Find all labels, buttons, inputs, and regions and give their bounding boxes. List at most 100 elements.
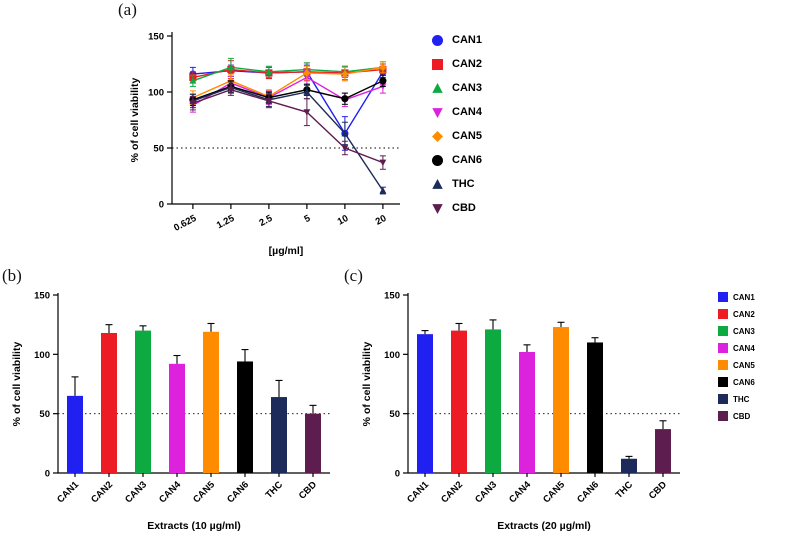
svg-text:CBD: CBD — [647, 479, 669, 501]
bar-CAN5 — [553, 327, 569, 473]
series-line-CAN1 — [192, 70, 384, 135]
line-chart-svg: 0 50 100 150 0.625 1.25 2.5 5 10 20 [µg/ml] % of ce… — [129, 32, 400, 257]
panel-c-label: (c) — [344, 266, 363, 285]
legend-a-item-CAN2: CAN2 — [430, 56, 482, 72]
legend-c-item-CAN4: CAN4 — [718, 343, 755, 353]
panel-a-line-chart: 0 50 100 150 0.625 1.25 2.5 5 10 20 [µg/ml] % of ce… — [126, 14, 441, 264]
bar-CAN1 — [417, 334, 433, 473]
svg-text:THC: THC — [264, 479, 286, 501]
legend-a-item-CAN1: CAN1 — [430, 32, 482, 48]
legend-c-item-THC: THC — [718, 394, 755, 404]
svg-text:20: 20 — [374, 213, 389, 228]
triangle-down-marker-icon — [432, 107, 443, 118]
legend-c-item-CAN2: CAN2 — [718, 309, 755, 319]
series-line-CAN4 — [192, 76, 384, 107]
color-swatch-icon — [718, 377, 728, 387]
series-line-CAN3 — [192, 66, 383, 82]
legend-a-label: CAN2 — [452, 58, 482, 70]
legend-a-label: CAN5 — [452, 130, 482, 142]
svg-text:0: 0 — [45, 469, 50, 480]
svg-text:150: 150 — [384, 291, 400, 302]
bar-THC — [621, 458, 637, 473]
svg-text:0: 0 — [395, 469, 400, 480]
color-swatch-icon — [718, 360, 728, 370]
legend-a-label: CAN3 — [452, 82, 482, 94]
svg-text:100: 100 — [148, 88, 164, 99]
legend-c-label: CAN4 — [733, 343, 755, 353]
bar-CAN3 — [135, 330, 151, 473]
bar-CAN4 — [169, 363, 185, 473]
svg-text:2.5: 2.5 — [257, 213, 274, 229]
panel-b-bar-chart: 0 50 100 150 CAN1 CAN2 CAN3 CAN4 CAN5 CAN6 THC CBD E… — [8, 283, 343, 540]
svg-text:100: 100 — [34, 350, 50, 361]
svg-text:CAN6: CAN6 — [225, 479, 251, 505]
svg-text:50: 50 — [39, 409, 50, 420]
x-axis-label: Extracts (10 µg/ml) — [147, 520, 241, 532]
legend-c-item-CAN5: CAN5 — [718, 360, 755, 370]
circle-marker-icon — [432, 154, 443, 166]
svg-text:0: 0 — [159, 200, 164, 211]
series-line-CAN6 — [192, 80, 384, 101]
panel-c-bar-chart: 0 50 100 150 CAN1 CAN2 CAN3 CAN4 CAN5 CAN6 THC CBD E… — [358, 283, 693, 540]
svg-text:0.625: 0.625 — [172, 213, 199, 234]
series-line-CAN5 — [192, 66, 384, 99]
bar-CAN1 — [67, 395, 83, 473]
panel-a-legend: CAN1 CAN2 CAN3 CAN4 CAN5 CAN6 THC CBD — [430, 32, 482, 216]
legend-a-item-CAN6: CAN6 — [430, 152, 482, 168]
legend-a-label: THC — [452, 178, 475, 190]
bar-CAN6 — [237, 361, 253, 473]
legend-c-label: CAN2 — [733, 309, 755, 319]
svg-text:CAN4: CAN4 — [157, 479, 184, 506]
x-axis-label: [µg/ml] — [269, 245, 304, 257]
svg-text:THC: THC — [614, 479, 636, 501]
svg-text:CAN4: CAN4 — [507, 479, 534, 506]
bar-chart-svg: 0 50 100 150 CAN1 CAN2 CAN3 CAN4 CAN5 CAN6 THC CBD E… — [361, 291, 680, 532]
svg-text:CAN5: CAN5 — [541, 479, 568, 506]
bar-CBD — [305, 413, 321, 473]
bar-CAN2 — [101, 332, 117, 473]
y-axis-label: % of cell viability — [129, 78, 141, 163]
color-swatch-icon — [718, 326, 728, 336]
color-swatch-icon — [718, 394, 728, 404]
svg-text:CBD: CBD — [297, 479, 319, 501]
svg-text:1.25: 1.25 — [215, 213, 237, 232]
legend-c-item-CBD: CBD — [718, 411, 755, 421]
svg-text:100: 100 — [384, 350, 400, 361]
legend-a-item-THC: THC — [430, 176, 482, 192]
svg-text:CAN1: CAN1 — [405, 479, 432, 506]
legend-a-label: CBD — [452, 202, 476, 214]
legend-a-item-CBD: CBD — [430, 200, 482, 216]
legend-a-label: CAN1 — [452, 34, 482, 46]
y-axis-label: % of cell viability — [361, 342, 373, 427]
svg-text:CAN2: CAN2 — [439, 479, 465, 505]
legend-a-item-CAN4: CAN4 — [430, 104, 482, 120]
triangle-down-marker-icon — [432, 203, 443, 214]
svg-text:10: 10 — [336, 213, 351, 228]
svg-text:50: 50 — [389, 409, 400, 420]
legend-c-item-CAN1: CAN1 — [718, 292, 755, 302]
color-swatch-icon — [718, 411, 728, 421]
legend-c-label: CAN5 — [733, 360, 755, 370]
triangle-up-marker-icon — [432, 82, 443, 93]
svg-text:CAN1: CAN1 — [55, 479, 82, 506]
color-swatch-icon — [718, 309, 728, 319]
series-line-CBD — [192, 89, 384, 164]
bar-CAN2 — [451, 330, 467, 473]
x-axis-label: Extracts (20 µg/ml) — [497, 520, 591, 532]
legend-c-item-CAN6: CAN6 — [718, 377, 755, 387]
svg-text:5: 5 — [302, 213, 312, 226]
bar-CAN4 — [519, 351, 535, 473]
legend-a-label: CAN6 — [452, 154, 482, 166]
panel-b-label: (b) — [2, 266, 22, 285]
legend-c-label: THC — [733, 394, 750, 404]
svg-text:CAN3: CAN3 — [123, 479, 149, 505]
svg-text:150: 150 — [34, 291, 50, 302]
bar-CBD — [655, 429, 671, 473]
legend-c-item-CAN3: CAN3 — [718, 326, 755, 336]
panel-a-label: (a) — [118, 0, 137, 19]
legend-a-item-CAN5: CAN5 — [430, 128, 482, 144]
diamond-marker-icon — [432, 130, 443, 142]
legend-a-item-CAN3: CAN3 — [430, 80, 482, 96]
bar-CAN3 — [485, 329, 501, 473]
